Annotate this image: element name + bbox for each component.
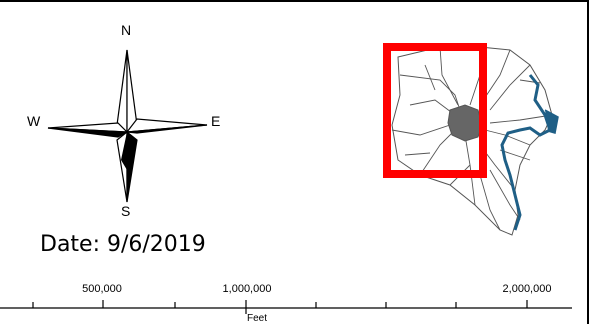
compass-east-label: E: [211, 113, 221, 129]
compass-south-label: S: [121, 203, 131, 219]
highlight-box: [383, 43, 487, 178]
region-map: [383, 43, 559, 236]
scale-label-500k: 500,000: [82, 283, 122, 295]
scale-label-1m: 1,000,000: [222, 283, 272, 295]
scale-bar: [0, 300, 572, 314]
compass-north-label: N: [121, 22, 132, 38]
scale-unit-label: Feet: [246, 313, 268, 324]
compass-west-label: W: [27, 113, 41, 129]
compass-rose-icon: [47, 49, 208, 203]
date-label: Date: 9/6/2019: [40, 232, 206, 257]
county-outline: [391, 46, 553, 236]
river-water: [500, 74, 552, 231]
scale-label-2m: 2,000,000: [502, 283, 552, 295]
city-area: [447, 104, 483, 142]
